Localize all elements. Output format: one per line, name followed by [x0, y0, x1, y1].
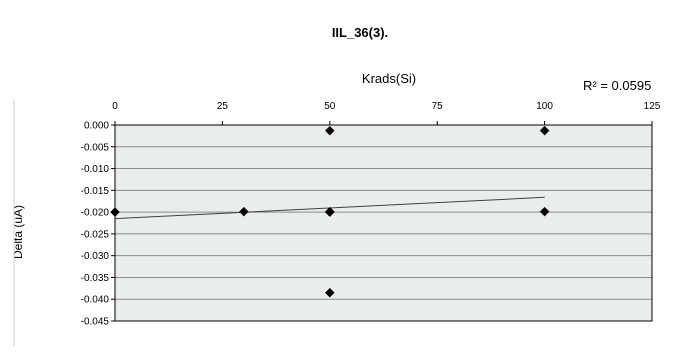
x-tick-label: 50: [324, 101, 336, 112]
y-tick-label: -0.040: [81, 295, 110, 306]
y-axis-title: Delta (uA): [11, 205, 25, 259]
plot-area: 0.000 -0.005 -0.010 -0.015 -0.020 -0.025 -0.03…: [13, 100, 661, 347]
y-tick-label: -0.010: [81, 164, 110, 175]
y-tick-label: -0.045: [81, 317, 110, 328]
data-point: [539, 125, 550, 136]
data-point: [239, 206, 249, 217]
plot-background: [115, 125, 652, 321]
x-tick-label: 125: [644, 101, 661, 112]
r-squared-label: R² = 0.0595: [583, 78, 651, 93]
y-tick-label: -0.030: [81, 251, 110, 262]
x-tick-label: 100: [536, 101, 553, 112]
y-tick-label: -0.035: [81, 273, 110, 284]
data-point: [110, 207, 120, 217]
data-point: [324, 125, 335, 136]
x-tick-label: 75: [432, 101, 444, 112]
y-tick-label: -0.005: [81, 142, 110, 153]
y-tick-label: -0.020: [81, 208, 110, 219]
data-point: [324, 287, 335, 298]
plot-border: [114, 124, 653, 322]
x-tick-label: 0: [112, 101, 118, 112]
data-point: [539, 206, 550, 217]
y-tick-label: 0.000: [84, 121, 109, 132]
y-tick-label: -0.015: [81, 186, 110, 197]
y-tick-label: -0.025: [81, 229, 110, 240]
x-axis-title: Krads(Si): [362, 71, 416, 86]
data-point: [324, 207, 335, 217]
x-tick-label: 25: [217, 101, 229, 112]
chart-title: IIL_36(3).: [332, 25, 388, 40]
